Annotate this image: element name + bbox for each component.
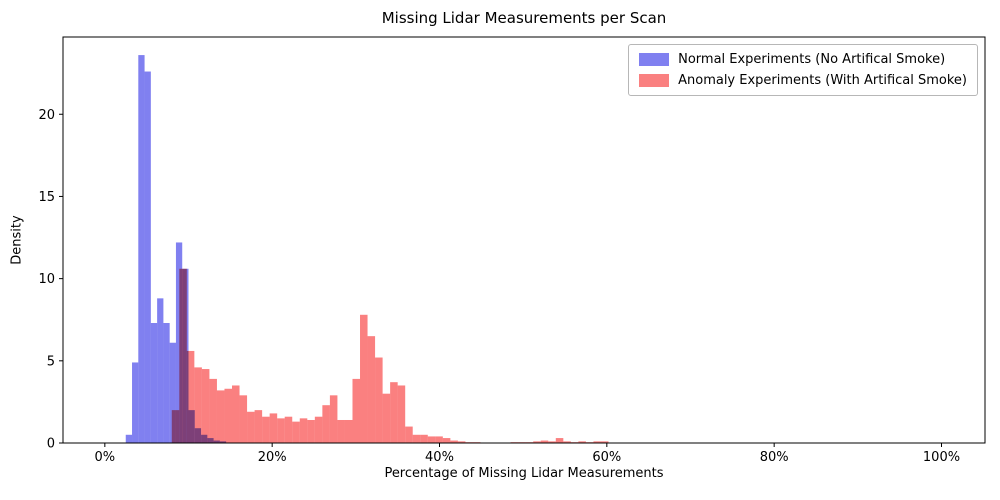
- histogram-bar: [171, 410, 180, 443]
- histogram-bar: [262, 416, 270, 443]
- histogram-bar: [144, 71, 151, 443]
- histogram-bar: [299, 418, 308, 443]
- histogram-bar: [138, 55, 145, 444]
- x-axis-label: Percentage of Missing Lidar Measurements: [384, 466, 664, 481]
- legend-swatch-normal: [639, 53, 670, 66]
- histogram-bar: [367, 336, 376, 443]
- histogram-bar: [175, 242, 183, 443]
- histogram-bar: [277, 418, 285, 443]
- legend-label-normal: Normal Experiments (No Artifical Smoke): [678, 52, 946, 67]
- histogram-bar: [247, 411, 255, 443]
- histogram-bar: [201, 369, 210, 443]
- x-tick-label: 60%: [592, 450, 621, 465]
- histogram-bar: [435, 436, 443, 443]
- histogram-bar: [157, 298, 164, 443]
- y-tick-label: 20: [38, 108, 55, 123]
- x-tick-label: 0%: [95, 450, 116, 465]
- histogram-bar: [307, 419, 315, 443]
- histogram-bar: [224, 388, 233, 443]
- histogram-bar: [314, 416, 323, 443]
- y-tick-label: 5: [47, 354, 55, 369]
- histogram-bar: [375, 357, 383, 443]
- legend-swatch-anomaly: [639, 74, 670, 87]
- histogram-bar: [540, 440, 549, 443]
- histogram-bar: [420, 434, 428, 443]
- y-tick-label: 10: [38, 272, 55, 287]
- y-axis-label: Density: [9, 215, 25, 265]
- histogram-bar: [194, 367, 202, 443]
- histogram-bar: [390, 382, 398, 443]
- histogram-bar: [360, 314, 368, 443]
- histogram-bar: [132, 362, 139, 443]
- legend-label-anomaly: Anomaly Experiments (With Artifical Smok…: [678, 73, 967, 88]
- histogram-bar: [232, 385, 240, 443]
- histogram-bar: [555, 438, 564, 443]
- histogram-bar: [292, 421, 300, 443]
- histogram-bar: [427, 436, 436, 443]
- histogram-bar: [442, 438, 451, 443]
- histogram-bar: [125, 434, 133, 443]
- histogram-bar: [216, 390, 225, 443]
- x-tick-label: 80%: [760, 450, 789, 465]
- histogram-bar: [209, 378, 217, 443]
- legend: Normal Experiments (No Artifical Smoke) …: [628, 44, 978, 96]
- histogram-bar: [150, 323, 158, 443]
- histogram-bar: [397, 385, 406, 443]
- legend-item-normal: Normal Experiments (No Artifical Smoke): [639, 52, 967, 67]
- histogram-bar: [450, 440, 458, 443]
- histogram-bar: [548, 441, 556, 443]
- y-tick-label: 0: [47, 437, 55, 452]
- x-tick-label: 40%: [425, 450, 454, 465]
- histogram-bar: [352, 378, 361, 443]
- histogram-bar: [593, 441, 601, 443]
- histogram-bar: [563, 441, 571, 443]
- histogram-bar: [533, 441, 541, 443]
- axes-frame: [62, 36, 986, 444]
- histogram-bar: [578, 441, 586, 443]
- y-tick-label: 15: [38, 190, 55, 205]
- histogram-bar: [322, 405, 330, 443]
- chart-title: Missing Lidar Measurements per Scan: [381, 9, 667, 27]
- histogram-bar: [163, 323, 170, 443]
- histogram-bar: [169, 342, 176, 443]
- histogram-bar: [382, 393, 391, 443]
- histogram-bar: [179, 268, 187, 443]
- histogram-bar: [239, 395, 248, 443]
- histogram-bar: [600, 441, 609, 443]
- histogram-bar: [405, 426, 413, 443]
- histogram-bar: [329, 395, 338, 443]
- histogram-bar: [337, 419, 345, 443]
- histogram-bar: [186, 350, 195, 443]
- histogram-bar: [269, 413, 278, 443]
- histogram-bar: [284, 416, 293, 443]
- histogram-bar: [412, 434, 421, 443]
- legend-item-anomaly: Anomaly Experiments (With Artifical Smok…: [639, 73, 967, 88]
- histogram-bar: [457, 441, 466, 443]
- x-tick-label: 100%: [923, 450, 960, 465]
- x-tick-label: 20%: [258, 450, 287, 465]
- histogram-bar: [254, 410, 263, 443]
- histogram-bar: [344, 419, 353, 443]
